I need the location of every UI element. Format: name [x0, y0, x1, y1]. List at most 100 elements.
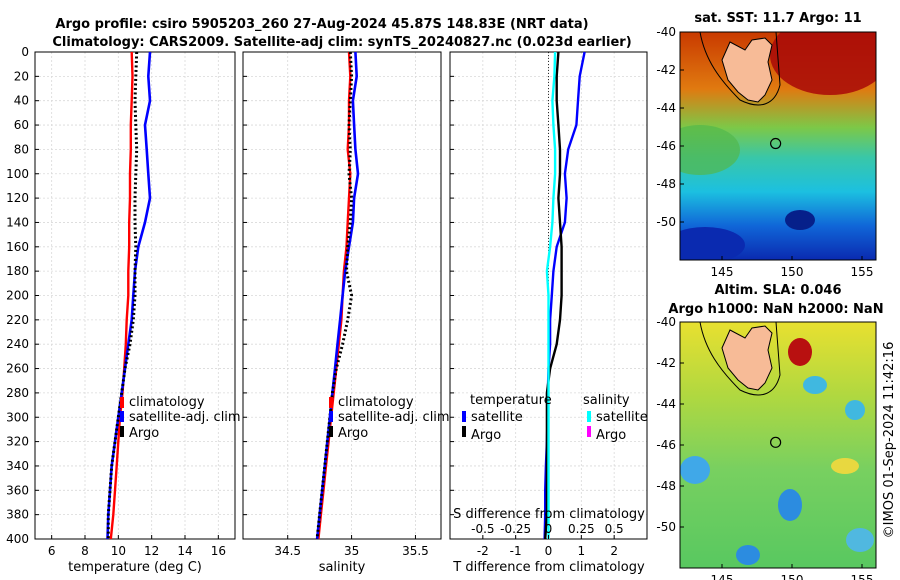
temperature-panel: 6 8 10 12 14 16 temperature (deg C) climatolo… [34, 51, 241, 575]
sla-low-eddy-5 [846, 528, 874, 552]
sla-argo-marker [770, 436, 782, 448]
depth-tick-label: 140 [6, 215, 29, 229]
temperature-xticks: 6 8 10 12 14 16 [48, 535, 226, 558]
sla-map-title-1: Altim. SLA: 0.046 [715, 283, 842, 298]
x-tick-label: 14 [177, 544, 192, 558]
map-y-tick-label: -40 [656, 25, 676, 39]
legend3-s-argo: Argo [596, 428, 626, 443]
series-line-argo [315, 51, 354, 540]
sst-map-ticks: 145 150 155 -40 -42 -44 -46 -48 -50 [656, 25, 873, 279]
sst-warm-patch [770, 32, 876, 95]
depth-tick-label: 180 [6, 264, 29, 278]
map-y-tick-label: -46 [656, 139, 676, 153]
salinity-frame [242, 51, 442, 540]
map-x-tick-label: 155 [851, 265, 874, 279]
salinity-xticks: 34.5 35 35.5 [274, 535, 429, 558]
depth-tick-label: 100 [6, 167, 29, 181]
series-line-argo [106, 51, 139, 539]
sla-field [680, 322, 876, 568]
sla-low-eddy-2 [845, 400, 865, 420]
series-line-climatology [109, 51, 134, 540]
difference-xlabel: T difference from climatology [452, 560, 645, 575]
sla-low-eddy-6 [736, 545, 760, 565]
difference-xticks: -2 -1 0 1 2 [477, 535, 618, 558]
depth-tick-label: 240 [6, 337, 29, 351]
depth-tick-label: 400 [6, 532, 29, 546]
map-x-tick-label: 150 [781, 573, 804, 580]
map-x-tick-label: 155 [851, 573, 874, 580]
depth-tick-label: 0 [21, 45, 29, 59]
x-tick-label: 1 [578, 544, 586, 558]
legend-swatch-climatology [120, 397, 124, 408]
x-tick-label: 34.5 [274, 544, 301, 558]
x2-tick-label: 0 [545, 522, 553, 536]
map-y-tick-label: -50 [656, 520, 676, 534]
sst-green-patch [680, 125, 740, 175]
legend3-t-satellite: satellite [471, 410, 523, 425]
sla-low-eddy-3 [680, 456, 710, 484]
x2-tick-label: -0.5 [471, 522, 494, 536]
salinity-panel: 34.5 35 35.5 salinity climatology satellit… [242, 51, 450, 575]
legend3-swatch-t-argo [462, 426, 466, 437]
depth-tick-label: 160 [6, 240, 29, 254]
depth-tick-label: 200 [6, 289, 29, 303]
x-tick-label: 8 [81, 544, 89, 558]
x2-tick-label: -0.25 [500, 522, 531, 536]
map-y-tick-label: -44 [656, 101, 676, 115]
map-y-tick-label: -48 [656, 177, 676, 191]
series-line-satellite-adj-clim [315, 51, 360, 540]
legend2-swatch-argo [329, 426, 333, 437]
sst-map-title: sat. SST: 11.7 Argo: 11 [694, 11, 861, 26]
depth-tick-label: 20 [14, 69, 29, 83]
legend-satellite-adj: satellite-adj. clim [129, 410, 241, 425]
depth-tick-label: 280 [6, 386, 29, 400]
legend2-swatch-satellite [329, 411, 333, 422]
sla-map: Altim. SLA: 0.046 Argo h1000: NaN h2000:… [656, 283, 883, 580]
difference-x2label: S difference from climatology [453, 507, 645, 522]
legend-argo: Argo [129, 426, 159, 441]
x-tick-label: 2 [610, 544, 618, 558]
map-y-tick-label: -40 [656, 315, 676, 329]
sst-cold-patch [680, 227, 745, 260]
sst-map: sat. SST: 11.7 Argo: 11 145 150 155 -40 -42 -… [656, 11, 877, 279]
depth-tick-label: 60 [14, 118, 29, 132]
map-x-tick-label: 150 [781, 265, 804, 279]
x2-tick-label: 0.25 [568, 522, 595, 536]
series-line-salinity-satellite [545, 51, 557, 539]
series-line-temperature-argo [544, 51, 563, 540]
sla-tasmania [721, 325, 773, 391]
sst-depth-contour [699, 32, 781, 106]
legend-climatology: climatology [129, 395, 205, 410]
depth-tick-label: 120 [6, 191, 29, 205]
map-x-tick-label: 145 [711, 573, 734, 580]
sla-low-eddy-1 [803, 376, 827, 394]
legend3-swatch-s-satellite [587, 411, 591, 422]
x-tick-label: 16 [211, 544, 226, 558]
depth-tick-label: 300 [6, 410, 29, 424]
legend2-climatology: climatology [338, 395, 414, 410]
x-tick-label: 10 [111, 544, 126, 558]
difference-series [543, 51, 586, 540]
legend3-temperature-header: temperature [470, 393, 552, 408]
map-y-tick-label: -42 [656, 63, 676, 77]
sla-high-eddy [788, 338, 812, 366]
x-tick-label: -2 [477, 544, 489, 558]
x-tick-label: 35.5 [402, 544, 429, 558]
temperature-legend: climatology satellite-adj. clim Argo [120, 395, 241, 441]
title-line-2: Climatology: CARS2009. Satellite-adj cli… [52, 35, 631, 50]
difference-legend: temperature satellite Argo salinity sate… [462, 393, 648, 443]
legend3-swatch-t-satellite [462, 411, 466, 422]
legend2-swatch-climatology [329, 397, 333, 408]
x-tick-label: 12 [144, 544, 159, 558]
temperature-frame [34, 51, 236, 540]
depth-tick-label: 320 [6, 435, 29, 449]
difference-x2ticks: -0.5 -0.25 0 0.25 0.5 [471, 522, 624, 536]
sla-depth-contour [699, 322, 781, 396]
sla-yellow-patch [831, 458, 859, 474]
series-line-satellite-adj-clim [106, 51, 152, 540]
map-x-tick-label: 145 [711, 265, 734, 279]
x-tick-label: 6 [48, 544, 56, 558]
depth-tick-label: 220 [6, 313, 29, 327]
depth-tick-label: 260 [6, 362, 29, 376]
sst-cold-eddy [785, 210, 815, 230]
